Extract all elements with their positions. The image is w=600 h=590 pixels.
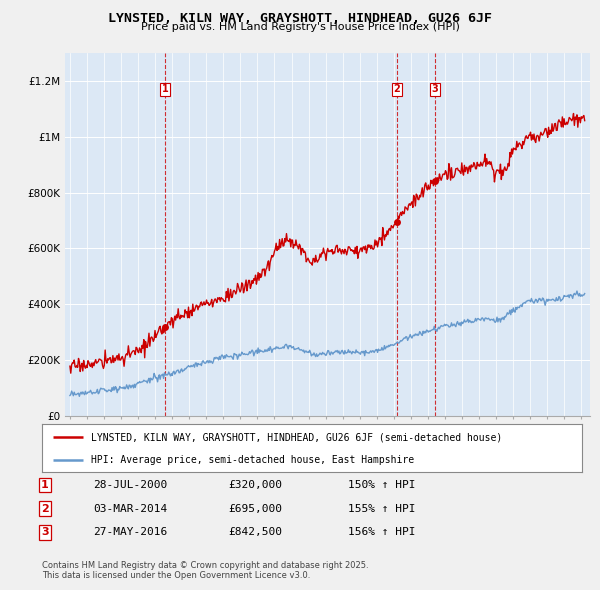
Text: 155% ↑ HPI: 155% ↑ HPI	[348, 504, 415, 513]
Text: 3: 3	[41, 527, 49, 537]
Text: 2: 2	[393, 84, 400, 94]
Text: 28-JUL-2000: 28-JUL-2000	[93, 480, 167, 490]
Text: LYNSTED, KILN WAY, GRAYSHOTT, HINDHEAD, GU26 6JF (semi-detached house): LYNSTED, KILN WAY, GRAYSHOTT, HINDHEAD, …	[91, 432, 502, 442]
Text: £842,500: £842,500	[228, 527, 282, 537]
Text: 1: 1	[161, 84, 168, 94]
Text: 03-MAR-2014: 03-MAR-2014	[93, 504, 167, 513]
Text: 1: 1	[41, 480, 49, 490]
Text: 2: 2	[41, 504, 49, 513]
Text: £695,000: £695,000	[228, 504, 282, 513]
Text: LYNSTED, KILN WAY, GRAYSHOTT, HINDHEAD, GU26 6JF: LYNSTED, KILN WAY, GRAYSHOTT, HINDHEAD, …	[108, 12, 492, 25]
Text: HPI: Average price, semi-detached house, East Hampshire: HPI: Average price, semi-detached house,…	[91, 455, 414, 465]
Text: Price paid vs. HM Land Registry's House Price Index (HPI): Price paid vs. HM Land Registry's House …	[140, 22, 460, 32]
Text: 27-MAY-2016: 27-MAY-2016	[93, 527, 167, 537]
Text: £320,000: £320,000	[228, 480, 282, 490]
Text: 3: 3	[431, 84, 438, 94]
Text: 150% ↑ HPI: 150% ↑ HPI	[348, 480, 415, 490]
Text: Contains HM Land Registry data © Crown copyright and database right 2025.
This d: Contains HM Land Registry data © Crown c…	[42, 560, 368, 580]
Text: 156% ↑ HPI: 156% ↑ HPI	[348, 527, 415, 537]
